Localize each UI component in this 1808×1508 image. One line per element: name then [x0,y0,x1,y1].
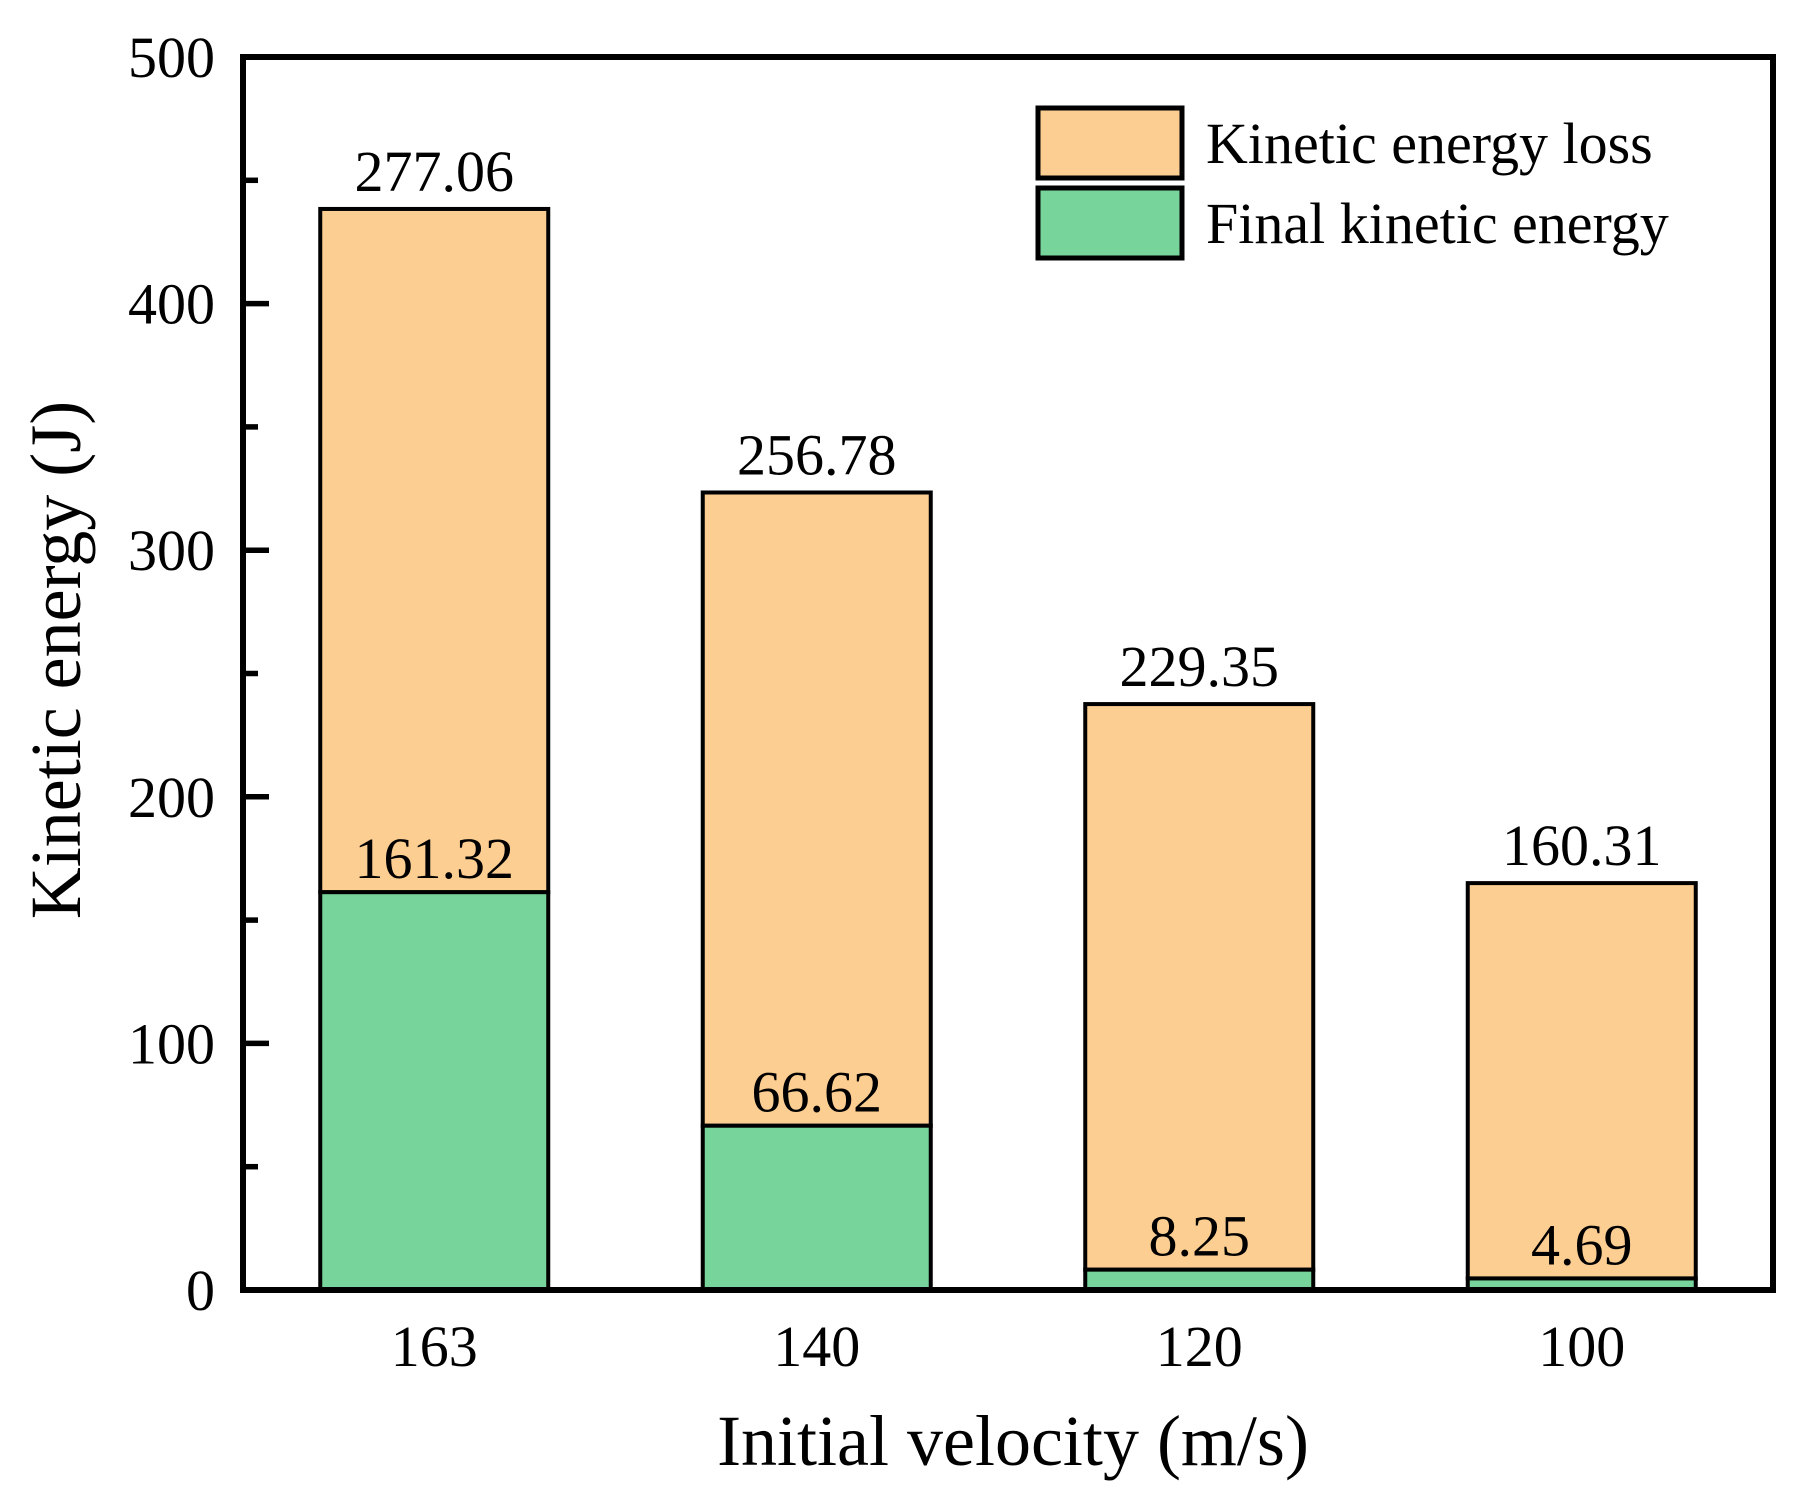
legend-swatch-kinetic-energy-loss [1035,105,1185,181]
bar-segment-final [318,890,551,1292]
legend-label-kinetic-energy-loss: Kinetic energy loss [1206,111,1653,176]
bar-final-value-label: 161.32 [355,826,515,891]
bar-segment-loss [318,206,551,895]
y-axis-title: Kinetic energy (J) [16,401,96,919]
x-axis-title: Initial velocity (m/s) [717,1401,1309,1481]
bar-loss-value-label: 229.35 [1120,634,1280,699]
bar-loss-value-label: 277.06 [355,139,515,204]
bar-final-value-label: 4.69 [1531,1212,1633,1277]
x-tick-label: 120 [1156,1314,1243,1379]
bar-segment-loss [1083,702,1316,1272]
bar-loss-value-label: 160.31 [1502,813,1662,878]
bar-segment-final [700,1123,933,1293]
y-tick-label: 200 [128,765,215,830]
y-tick-label: 400 [128,272,215,337]
labels-layer: 0 100 200 300 400 500 277.06 161.32 163 256.78 66.… [128,25,1662,1379]
y-tick-label: 100 [128,1011,215,1076]
y-tick-label: 500 [128,25,215,90]
x-tick-label: 100 [1538,1314,1625,1379]
bar-final-value-label: 66.62 [752,1060,883,1125]
legend-swatch-final-kinetic-energy [1035,185,1185,261]
y-tick-label: 0 [186,1258,215,1323]
bars-layer [318,206,1698,1293]
x-tick-label: 163 [391,1314,478,1379]
bar-segment-final [1083,1267,1316,1293]
y-tick-label: 300 [128,518,215,583]
bar-segment-loss [700,490,933,1128]
x-tick-label: 140 [773,1314,860,1379]
ticks-layer [243,54,269,1293]
legend: Kinetic energy loss Final kinetic energy [1035,105,1669,261]
legend-label-final-kinetic-energy: Final kinetic energy [1206,191,1669,256]
plot-border [240,54,1776,1293]
bar-final-value-label: 8.25 [1149,1204,1251,1269]
bar-segment-loss [1465,881,1698,1281]
bar-loss-value-label: 256.78 [737,422,897,487]
